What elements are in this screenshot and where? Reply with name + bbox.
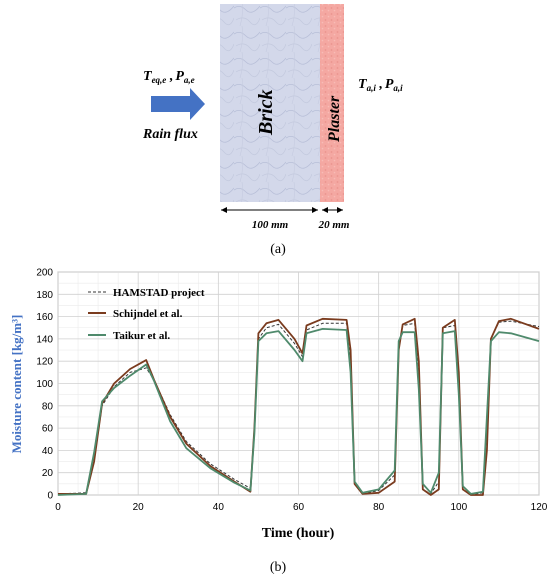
x-tick-label: 100 <box>450 502 467 513</box>
moisture-chart: 0 20 40 60 80 100 120 0 20 40 60 80 100 120 140 160 180 2… <box>9 268 548 542</box>
brick-label: Brick <box>255 89 277 136</box>
x-tick-label: 60 <box>293 502 305 513</box>
plaster-width-label: 20 mm <box>318 219 350 231</box>
brick-width-label: 100 mm <box>252 219 289 231</box>
rain-flux-label: Rain flux <box>142 127 198 142</box>
caption-b: (b) <box>270 560 287 575</box>
y-tick-label: 0 <box>47 491 53 502</box>
grid <box>57 271 540 496</box>
x-tick-label: 120 <box>531 502 548 513</box>
y-tick-label: 120 <box>36 357 53 368</box>
x-tick-label: 0 <box>55 502 61 513</box>
y-tick-label: 160 <box>36 312 53 323</box>
inside-conditions-label: Ta,i , Pa,i <box>358 77 403 93</box>
legend-label-taikur: Taikur et al. <box>113 330 170 342</box>
legend-entry-taikur: Taikur et al. <box>88 330 170 342</box>
brick-layer <box>220 4 320 202</box>
x-axis-label: Time (hour) <box>262 526 335 541</box>
y-tick-label: 40 <box>42 446 54 457</box>
right-arrow-icon <box>151 88 205 120</box>
tick-labels: 0 20 40 60 80 100 120 0 20 40 60 80 100 120 140 160 180 2… <box>36 268 547 514</box>
wall-diagram: Teq,e , Pa,e Rain flux Brick Plaster Ta,i… <box>142 4 403 231</box>
x-tick-label: 40 <box>213 502 225 513</box>
legend-label-hamstad: HAMSTAD project <box>113 287 205 299</box>
y-tick-label: 100 <box>36 379 53 390</box>
series-line-2 <box>57 328 540 496</box>
legend-entry-schijndel: Schijndel et al. <box>88 308 183 320</box>
y-tick-label: 20 <box>42 468 54 479</box>
y-tick-label: 180 <box>36 290 53 301</box>
y-axis-label: Moisture content [kg/m³] <box>9 315 24 454</box>
legend: HAMSTAD project Schijndel et al. Taikur … <box>88 287 205 342</box>
x-tick-label: 20 <box>133 502 145 513</box>
plaster-label: Plaster <box>326 95 343 143</box>
y-tick-label: 60 <box>42 424 54 435</box>
series-lines <box>57 317 540 496</box>
y-tick-label: 80 <box>42 401 54 412</box>
plaster-layer <box>320 4 344 202</box>
outside-conditions-label: Teq,e , Pa,e <box>143 69 195 85</box>
y-tick-label: 200 <box>36 268 53 279</box>
legend-entry-hamstad: HAMSTAD project <box>88 287 205 299</box>
caption-a: (a) <box>270 242 286 257</box>
legend-label-schijndel: Schijndel et al. <box>113 308 183 320</box>
y-tick-label: 140 <box>36 334 53 345</box>
x-tick-label: 80 <box>373 502 385 513</box>
